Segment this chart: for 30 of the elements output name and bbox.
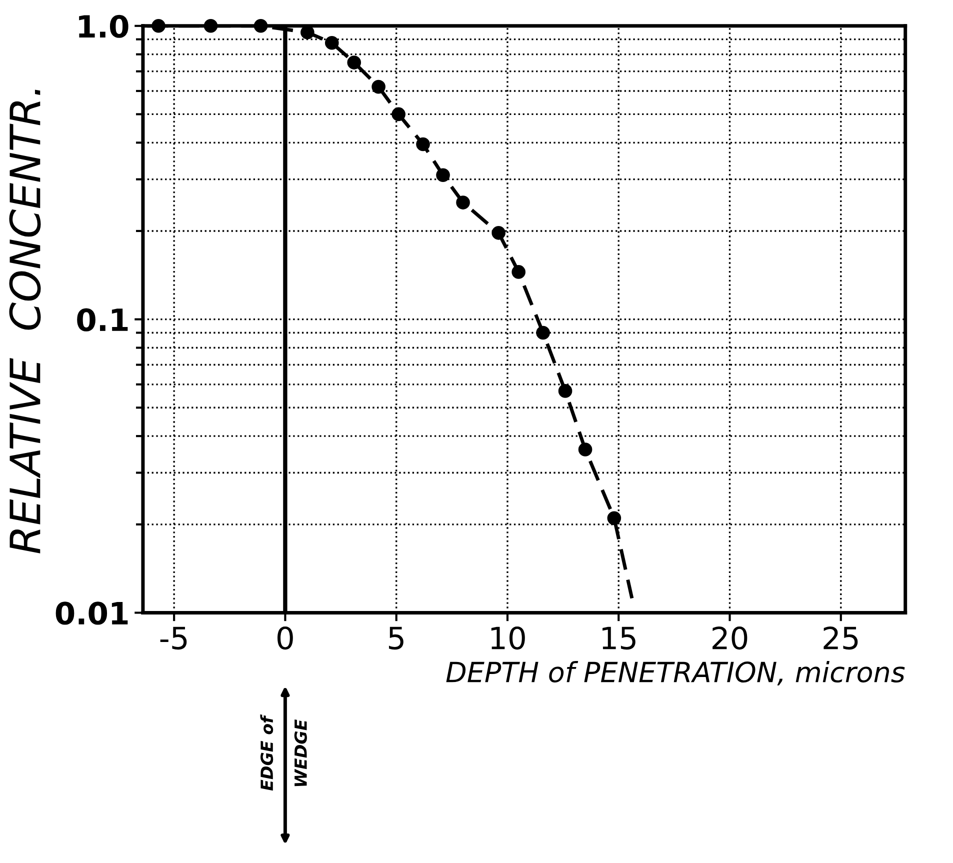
- point: [436, 168, 450, 182]
- x-tick-label: 15: [602, 626, 636, 650]
- point: [347, 56, 362, 70]
- x-tick-label: 0: [278, 626, 293, 650]
- x-tick-label: 5: [388, 626, 404, 650]
- point: [558, 384, 572, 398]
- point: [456, 196, 470, 210]
- point: [512, 265, 526, 279]
- point: [152, 18, 166, 33]
- y-tick-label: 1.0: [79, 14, 128, 38]
- x-tick-label: 20: [712, 626, 748, 650]
- text: EDGE of WEDGE: [260, 714, 307, 791]
- y-axis-title: RELATIVE CONCENTR.: [9, 90, 41, 554]
- point: [536, 326, 550, 340]
- x-tick-label: 25: [824, 626, 858, 650]
- point: [324, 36, 339, 50]
- point: [204, 18, 218, 33]
- point: [372, 80, 386, 94]
- point: [578, 442, 592, 456]
- point: [254, 18, 268, 33]
- point: [416, 137, 430, 152]
- point: [607, 511, 622, 526]
- x-tick-label: 10: [491, 626, 525, 650]
- x-tick-label: -5: [160, 626, 187, 650]
- point: [300, 26, 314, 40]
- y-tick-label: 0.01: [56, 602, 128, 625]
- y-tick-label: 0.1: [77, 308, 128, 332]
- point: [392, 107, 406, 122]
- x-axis-title: DEPTH of PENETRATION, microns: [446, 661, 905, 686]
- point: [492, 226, 506, 240]
